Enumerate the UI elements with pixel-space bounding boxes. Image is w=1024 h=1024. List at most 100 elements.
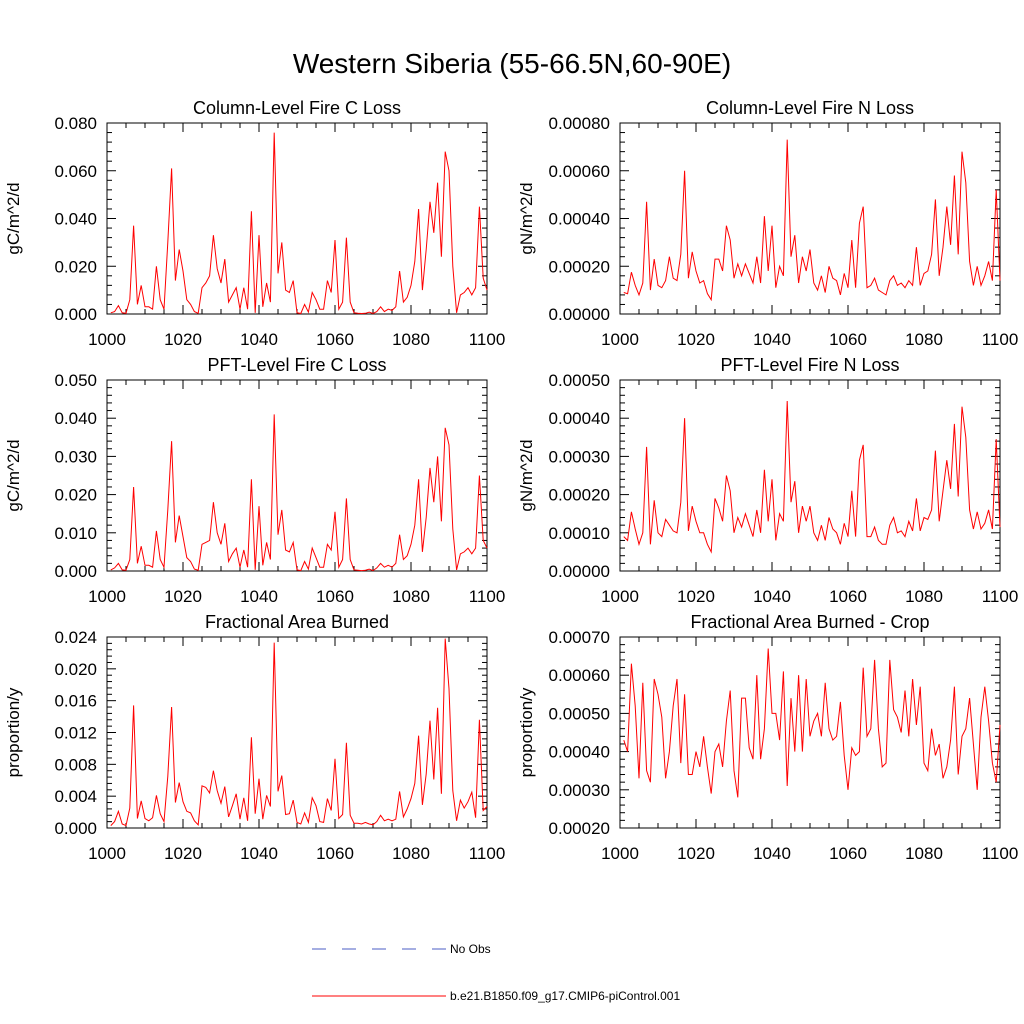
y-tick-label: 0.00030 <box>549 447 610 466</box>
y-tick-label: 0.00000 <box>549 562 610 581</box>
y-tick-label: 0.00010 <box>549 524 610 543</box>
series-line-1 <box>623 139 1001 302</box>
series-line-1 <box>110 132 488 315</box>
x-tick-label: 1000 <box>601 844 639 863</box>
y-tick-label: 0.080 <box>54 114 97 133</box>
x-tick-label: 1080 <box>905 587 943 606</box>
x-tick-label: 1080 <box>905 844 943 863</box>
x-tick-label: 1020 <box>677 587 715 606</box>
panel-title: Fractional Area Burned <box>205 612 389 632</box>
chart-panel-1: Column-Level Fire C Loss gC/m^2/d 1000 1020… <box>4 98 505 349</box>
x-tick-label: 1060 <box>316 330 354 349</box>
y-tick-label: 0.00080 <box>549 114 610 133</box>
y-tick-label: 0.040 <box>54 210 97 229</box>
x-tick-label: 1020 <box>164 844 202 863</box>
y-tick-label: 0.00040 <box>549 210 610 229</box>
y-axis-label: proportion/y <box>517 687 536 777</box>
legend-model-label: b.e21.B1850.f09_g17.CMIP6-piControl.001 <box>450 989 681 1003</box>
series-line-1 <box>623 648 1001 798</box>
page-title: Western Siberia (55-66.5N,60-90E) <box>292 48 732 79</box>
x-tick-label: 1100 <box>982 330 1019 349</box>
y-axis-label: gN/m^2/d <box>517 182 536 254</box>
x-tick-label: 1000 <box>601 587 639 606</box>
y-axis-label: gN/m^2/d <box>517 439 536 511</box>
chart-panel-2: Column-Level Fire N Loss gN/m^2/d 1000 1020… <box>517 98 1018 349</box>
y-tick-label: 0.020 <box>54 660 97 679</box>
x-tick-label: 1020 <box>677 330 715 349</box>
legend-obs-label: No Obs <box>450 942 491 956</box>
y-tick-label: 0.040 <box>54 409 97 428</box>
x-tick-label: 1080 <box>392 330 430 349</box>
x-tick-label: 1040 <box>240 844 278 863</box>
y-tick-label: 0.00040 <box>549 743 610 762</box>
chart-panel-3: PFT-Level Fire C Loss gC/m^2/d 1000 1020 104… <box>4 355 505 606</box>
y-tick-label: 0.012 <box>54 724 97 743</box>
series-line-1 <box>623 400 1001 554</box>
x-tick-label: 1100 <box>982 844 1019 863</box>
y-tick-label: 0.00050 <box>549 704 610 723</box>
series-line-1 <box>110 414 488 572</box>
panel-title: PFT-Level Fire C Loss <box>207 355 386 375</box>
y-tick-label: 0.020 <box>54 486 97 505</box>
y-tick-label: 0.004 <box>54 787 97 806</box>
x-tick-label: 1060 <box>829 330 867 349</box>
y-tick-label: 0.000 <box>54 819 97 838</box>
y-tick-label: 0.00020 <box>549 819 610 838</box>
y-axis-label: gC/m^2/d <box>4 182 23 254</box>
x-tick-label: 1000 <box>601 330 639 349</box>
x-tick-label: 1040 <box>240 330 278 349</box>
x-tick-label: 1040 <box>753 330 791 349</box>
x-tick-label: 1060 <box>829 844 867 863</box>
y-tick-label: 0.00030 <box>549 781 610 800</box>
panel-title: Fractional Area Burned - Crop <box>690 612 929 632</box>
y-tick-label: 0.050 <box>54 371 97 390</box>
chart-panel-6: Fractional Area Burned - Crop proportion/… <box>517 612 1018 863</box>
y-tick-label: 0.00040 <box>549 409 610 428</box>
y-tick-label: 0.016 <box>54 692 97 711</box>
x-tick-label: 1080 <box>392 587 430 606</box>
x-tick-label: 1020 <box>164 330 202 349</box>
x-tick-label: 1040 <box>753 844 791 863</box>
panel-title: PFT-Level Fire N Loss <box>720 355 899 375</box>
panel-title: Column-Level Fire C Loss <box>193 98 401 118</box>
x-tick-label: 1100 <box>982 587 1019 606</box>
panel-title: Column-Level Fire N Loss <box>706 98 914 118</box>
chart-panel-5: Fractional Area Burned proportion/y 1000 10… <box>4 612 505 863</box>
y-tick-label: 0.00020 <box>549 486 610 505</box>
y-tick-label: 0.00000 <box>549 305 610 324</box>
y-tick-label: 0.060 <box>54 162 97 181</box>
y-tick-label: 0.024 <box>54 628 97 647</box>
y-tick-label: 0.000 <box>54 305 97 324</box>
x-tick-label: 1040 <box>753 587 791 606</box>
x-tick-label: 1040 <box>240 587 278 606</box>
x-tick-label: 1000 <box>88 587 126 606</box>
x-tick-label: 1100 <box>469 844 506 863</box>
y-axis-label: proportion/y <box>4 687 23 777</box>
y-tick-label: 0.000 <box>54 562 97 581</box>
x-tick-label: 1020 <box>164 587 202 606</box>
x-tick-label: 1000 <box>88 330 126 349</box>
y-tick-label: 0.020 <box>54 257 97 276</box>
x-tick-label: 1100 <box>469 587 506 606</box>
x-tick-label: 1020 <box>677 844 715 863</box>
series-line-1 <box>110 638 488 827</box>
x-tick-label: 1100 <box>469 330 506 349</box>
y-tick-label: 0.00060 <box>549 162 610 181</box>
y-tick-label: 0.010 <box>54 524 97 543</box>
chart-panel-4: PFT-Level Fire N Loss gN/m^2/d 1000 1020 104… <box>517 355 1018 606</box>
y-tick-label: 0.00060 <box>549 666 610 685</box>
y-tick-label: 0.00020 <box>549 257 610 276</box>
x-tick-label: 1060 <box>316 587 354 606</box>
x-tick-label: 1080 <box>905 330 943 349</box>
y-tick-label: 0.030 <box>54 447 97 466</box>
x-tick-label: 1080 <box>392 844 430 863</box>
x-tick-label: 1060 <box>829 587 867 606</box>
x-tick-label: 1000 <box>88 844 126 863</box>
y-tick-label: 0.00050 <box>549 371 610 390</box>
y-tick-label: 0.00070 <box>549 628 610 647</box>
y-tick-label: 0.008 <box>54 755 97 774</box>
y-axis-label: gC/m^2/d <box>4 439 23 511</box>
x-tick-label: 1060 <box>316 844 354 863</box>
